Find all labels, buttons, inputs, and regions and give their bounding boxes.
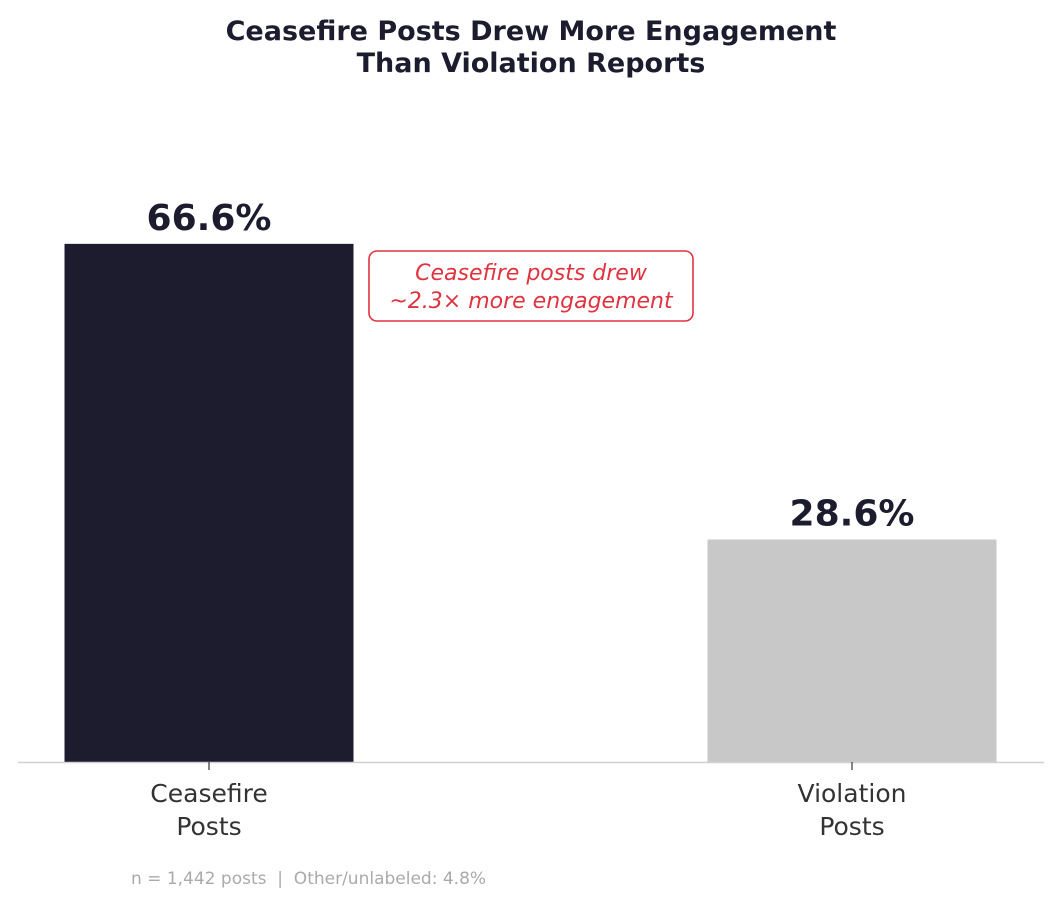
chart-title-line-2: Than Violation Reports [357,48,706,79]
x-tick-label-2-line-2: Posts [819,812,884,841]
annotation-line-1: Ceasefire posts drew [415,261,648,286]
x-tick-label-1-line-2: Posts [176,812,241,841]
bar-1 [64,243,354,763]
bar-2 [707,539,997,762]
x-tick-labels: Ceasefire Posts Violation Posts [150,779,906,841]
value-label-2: 28.6% [790,493,915,534]
x-tick-label-2-line-1: Violation [798,779,907,808]
x-tick-label-1-line-1: Ceasefire [150,779,267,808]
value-labels: 66.6% 28.6% [147,198,915,535]
bars [64,243,997,763]
chart-title-line-1: Ceasefire Posts Drew More Engagement [226,16,837,47]
x-ticks [208,762,853,770]
chart-title: Ceasefire Posts Drew More EngagementThan… [226,16,837,79]
annotation-line-2: ~2.3× more engagement [389,289,674,314]
value-label-1: 66.6% [147,198,272,239]
footnote: n = 1,442 posts | Other/unlabeled: 4.8% [131,869,486,889]
annotation: Ceasefire posts drew ~2.3× more engagemen… [368,250,694,322]
annotation-box [368,250,694,322]
